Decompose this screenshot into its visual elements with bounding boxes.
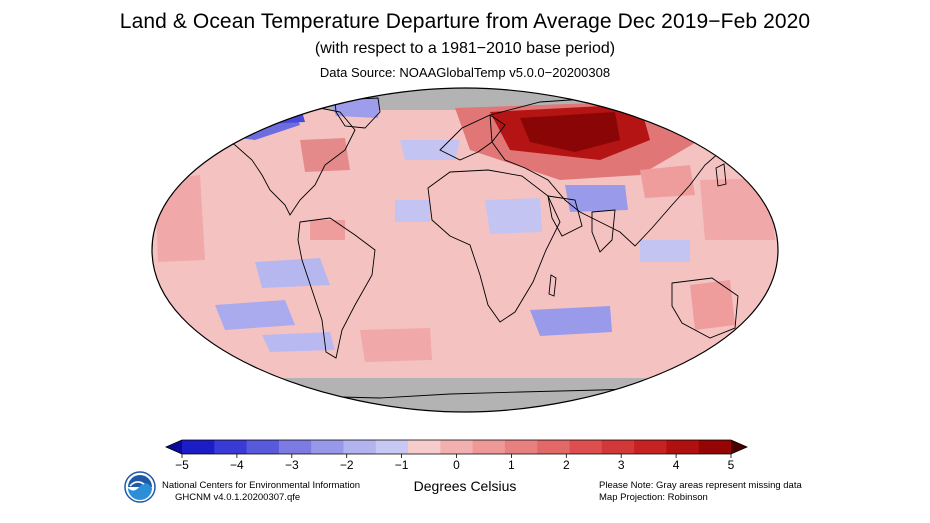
dataset-label: GHCNM v4.0.1.20200307.qfe <box>175 492 301 503</box>
missing-data-note: Please Note: Gray areas represent missin… <box>599 480 802 491</box>
colorbar-tick-label: −4 <box>230 458 244 472</box>
colorbar-swatch <box>472 440 506 454</box>
colorbar-swatch <box>666 440 700 454</box>
colorbar-swatch <box>601 440 635 454</box>
colorbar-swatch <box>375 440 409 454</box>
colorbar-swatch <box>504 440 538 454</box>
colorbar-tick-label: 2 <box>563 458 570 472</box>
antarctica-outline <box>229 387 701 412</box>
colorbar-swatch <box>569 440 603 454</box>
colorbar-swatch <box>408 440 441 454</box>
colorbar-tick-label: 4 <box>673 458 680 472</box>
org-label: National Centers for Environmental Infor… <box>162 480 361 491</box>
colorbar-ticks <box>181 454 732 458</box>
colorbar-swatch <box>311 440 345 454</box>
south-america-outline <box>297 217 376 359</box>
australia-outline <box>671 277 739 339</box>
warm-patch-eastern-na <box>300 138 350 172</box>
colorbar-tick-label: 1 <box>508 458 515 472</box>
map-subtitle: (with respect to a 1981−2010 base period… <box>314 40 616 57</box>
colorbar-tick-label: −3 <box>285 458 299 472</box>
colorbar-tick-label: −1 <box>395 458 409 472</box>
globe-border <box>151 87 779 413</box>
colorbar-swatch <box>440 440 474 454</box>
greenland-outline <box>334 97 381 129</box>
colorbar-tick-label: 0 <box>453 458 460 472</box>
colorbar-tick-label: 3 <box>618 458 625 472</box>
cool-patch-middle-east <box>565 185 628 212</box>
cool-patch-south-indian <box>530 306 612 336</box>
arabia-outline <box>547 195 583 237</box>
colorbar-swatch <box>698 440 732 454</box>
africa-outline <box>427 169 561 323</box>
colorbar-swatch <box>246 440 280 454</box>
colorbar-swatch <box>634 440 668 454</box>
north-america-outline <box>209 103 356 216</box>
noaa-logo-icon <box>124 471 156 503</box>
colorbar-swatch <box>343 440 377 454</box>
cool-patch-south-pacific <box>255 258 330 288</box>
colorbar-swatch <box>214 440 248 454</box>
map-title: Land & Ocean Temperature Departure from … <box>119 10 811 33</box>
colorbar-unit-label: Degrees Celsius <box>413 478 517 494</box>
europe-outline <box>439 114 506 161</box>
colorbar-tick-labels: −5 −4 −3 −2 −1 0 1 2 3 4 5 <box>175 458 735 472</box>
colorbar-swatch <box>182 440 215 454</box>
colorbar-tick-label: −5 <box>175 458 189 472</box>
colorbar-swatches <box>165 439 748 455</box>
colorbar-high-arrow <box>731 440 747 454</box>
colorbar-tick-label: −2 <box>340 458 354 472</box>
projection-label: Map Projection: Robinson <box>599 492 708 503</box>
madagascar-outline <box>548 274 557 297</box>
japan-outline <box>715 163 727 187</box>
continent-outlines <box>209 97 739 412</box>
data-source-label: Data Source: NOAAGlobalTemp v5.0.0−20200… <box>319 65 611 80</box>
india-outline <box>591 209 616 253</box>
colorbar-low-arrow <box>166 440 182 454</box>
warm-patch-australia <box>690 280 735 330</box>
colorbar-swatch <box>537 440 571 454</box>
colorbar-swatch <box>278 440 312 454</box>
extreme-warm-siberia <box>520 112 620 152</box>
colorbar-tick-label: 5 <box>728 458 735 472</box>
cool-patch-sahel <box>485 198 542 234</box>
